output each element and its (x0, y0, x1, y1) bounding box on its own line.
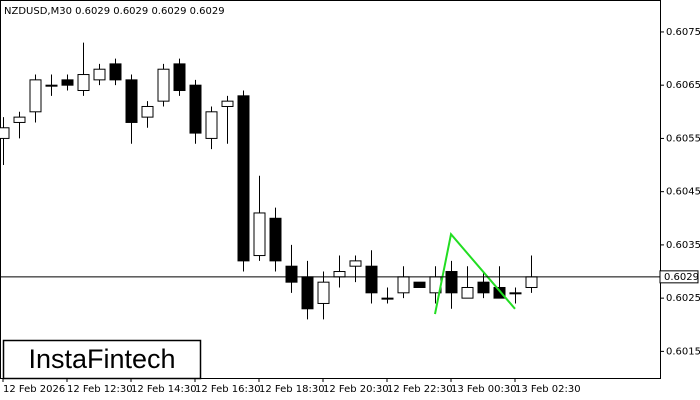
candle-body (157, 68, 170, 102)
candle-body (189, 84, 202, 134)
watermark: InstaFintech (28, 344, 175, 374)
candle-body (61, 79, 74, 86)
candle-body (0, 127, 10, 139)
candle-body (525, 276, 538, 288)
candle-body (93, 68, 106, 81)
candle-body (13, 116, 26, 123)
candle-body (301, 276, 314, 310)
price-label-box (659, 270, 699, 284)
candle-body (173, 63, 186, 92)
candle-body (253, 212, 266, 257)
x-tick-label: 12 Feb 22:30 (387, 384, 453, 395)
watermark-box (2, 339, 202, 380)
y-tick-label: 0.6065 (666, 80, 700, 91)
y-tick-label: 0.6045 (666, 187, 700, 198)
candle-body (349, 260, 362, 267)
x-tick-label: 12 Feb 18:30 (259, 384, 325, 395)
candle-body (205, 111, 218, 139)
y-tick-label: 0.6015 (666, 346, 700, 357)
candle-body (77, 74, 90, 92)
marks (0, 42, 538, 320)
candle-body (461, 286, 474, 299)
y-tick-label: 0.6055 (666, 133, 700, 144)
plot-frame (0, 0, 661, 379)
x-tick-label: 12 Feb 12:30 (67, 384, 133, 395)
candle-body (365, 265, 378, 294)
candle-body (317, 281, 330, 304)
candle-body (285, 265, 298, 283)
candle-body (45, 84, 58, 87)
candle-body (237, 95, 250, 262)
y-tick-label: 0.6035 (666, 240, 700, 251)
candle-body (445, 271, 458, 294)
candle-body (125, 79, 138, 123)
candle-body (141, 105, 154, 118)
candle-body (477, 281, 490, 294)
price-label: 0.6029 (664, 272, 699, 283)
x-tick-label: 12 Feb 16:30 (195, 384, 261, 395)
x-tick-label: 12 Feb 20:30 (323, 384, 389, 395)
x-tick-label: 13 Feb 00:30 (451, 384, 517, 395)
candle-body (397, 276, 410, 294)
candle-body (221, 100, 234, 107)
x-tick-label: 12 Feb 2026 (3, 384, 65, 395)
candle-body (333, 271, 346, 278)
x-tick-label: 13 Feb 02:30 (515, 384, 581, 395)
candle-body (109, 63, 122, 81)
chart-title: NZDUSD,M30 0.6029 0.6029 0.6029 0.6029 (4, 6, 225, 17)
candle-body (29, 79, 42, 113)
candle-body (413, 281, 426, 288)
candle-body (493, 286, 506, 299)
x-tick-label: 12 Feb 14:30 (131, 384, 197, 395)
candle-body (269, 217, 282, 262)
y-tick-label: 0.6025 (666, 293, 700, 304)
pattern-line (434, 232, 516, 315)
candle-body (509, 292, 522, 295)
y-tick-label: 0.6075 (666, 27, 700, 38)
candle-body (381, 297, 394, 300)
